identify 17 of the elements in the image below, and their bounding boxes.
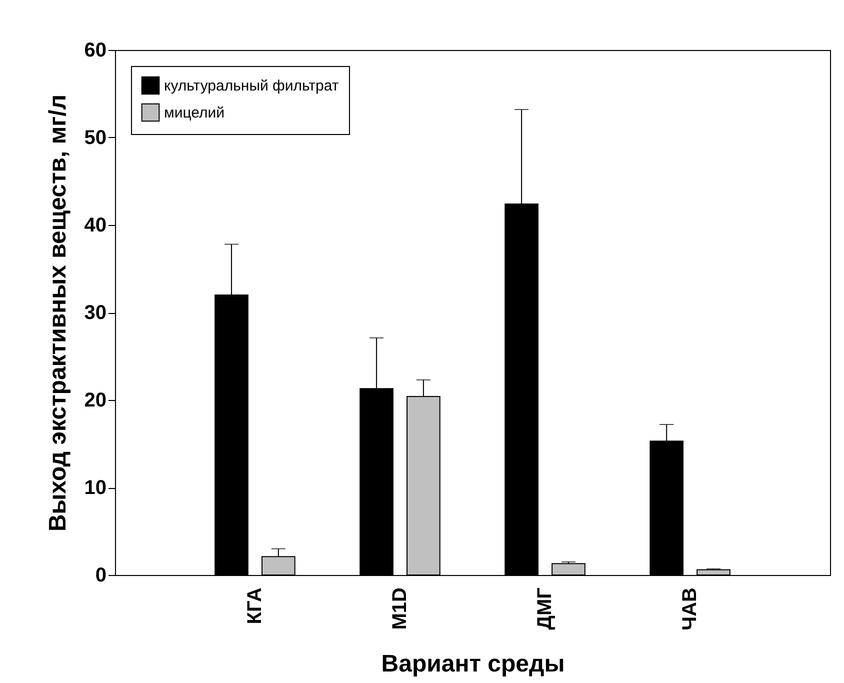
legend-label: культуральный фильтрат xyxy=(164,78,339,94)
x-axis-title: Вариант среды xyxy=(381,650,565,678)
x-tick-label: M1D xyxy=(388,588,411,630)
y-tick-label: 0 xyxy=(95,564,106,586)
y-tick-label: 20 xyxy=(84,390,106,412)
bar xyxy=(696,569,730,576)
x-tick-label: ЧАВ xyxy=(679,588,702,630)
y-tick-label: 10 xyxy=(84,477,106,499)
x-tick-label: ДМГ xyxy=(534,588,556,630)
y-tick-label: 30 xyxy=(84,302,106,324)
y-tick-label: 60 xyxy=(84,40,106,62)
x-tick-label: КГА xyxy=(244,588,266,624)
y-axis-title: Выход экстрактивных веществ, мг/л xyxy=(44,94,72,532)
y-tick-label: 40 xyxy=(84,214,106,236)
y-tick-label: 50 xyxy=(84,127,106,149)
legend-label: мицелий xyxy=(164,104,224,122)
bar xyxy=(552,563,586,576)
